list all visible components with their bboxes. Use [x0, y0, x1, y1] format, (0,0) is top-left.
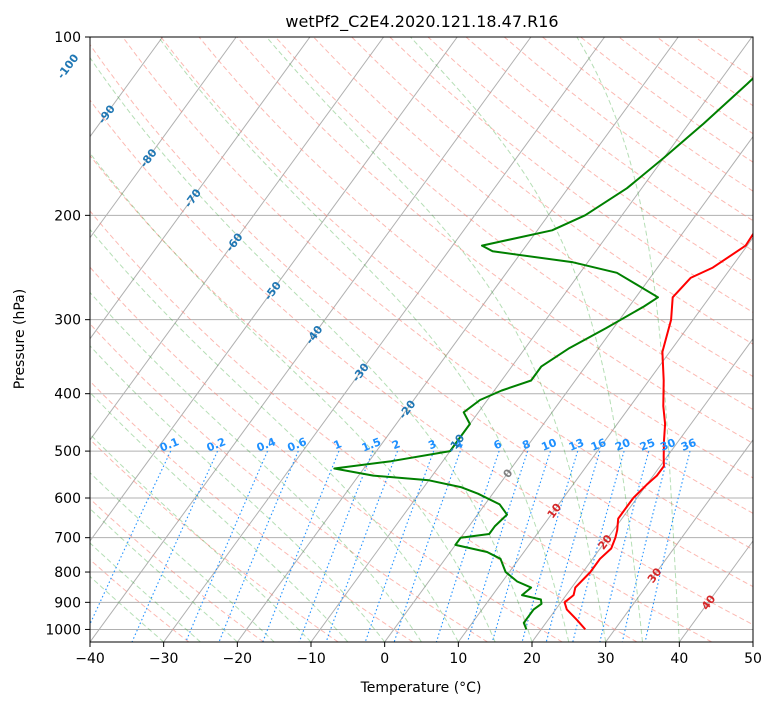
- dry-adiabat: [198, 37, 753, 479]
- y-tick-label: 1000: [45, 622, 81, 638]
- y-tick-label: 200: [54, 208, 81, 224]
- mixing-ratio-line: [325, 450, 399, 642]
- mixing-ratio-line: [298, 450, 374, 642]
- dewpoint-profile-line: [333, 76, 753, 630]
- mixing-ratio-label: 25: [638, 436, 657, 454]
- y-axis: 100 200 300 400 500 600 700 800 900 1000: [45, 30, 90, 638]
- x-axis: −40 −30 −20 −10 0 10 20 30 40 50: [75, 642, 762, 667]
- y-tick-label: 300: [54, 313, 81, 329]
- mixing-ratio-line: [572, 450, 625, 642]
- mixing-ratio-label: 16: [589, 436, 608, 454]
- mixing-ratio-label: 36: [679, 436, 698, 454]
- moist-adiabat: [576, 37, 680, 642]
- moist-adiabat: [90, 228, 459, 642]
- moist-adiabat: [90, 433, 312, 642]
- moist-adiabat: [90, 291, 422, 642]
- mixing-ratio-label: 8: [520, 437, 532, 452]
- isotherm-line: [90, 37, 458, 542]
- dry-adiabat: [90, 380, 414, 642]
- dry-adiabat: [90, 558, 190, 642]
- moist-adiabat: [90, 391, 349, 642]
- mixing-ratio-label: 10: [540, 436, 559, 454]
- moist-adiabat: [266, 37, 607, 642]
- x-tick-label: 40: [670, 651, 688, 667]
- background-lines: [90, 37, 753, 642]
- dry-adiabat: [160, 37, 753, 514]
- profile-layer: [333, 76, 753, 631]
- isotherm-line: [90, 37, 237, 239]
- y-axis-label: Pressure (hPa): [12, 289, 28, 389]
- y-tick-label: 400: [54, 387, 81, 403]
- y-tick-label: 100: [54, 30, 81, 46]
- y-tick-label: 500: [54, 444, 81, 460]
- temperature-profile-line: [563, 232, 753, 631]
- isotherm-line: [90, 37, 311, 340]
- dry-adiabat: [90, 266, 563, 642]
- isotherm-line: [163, 37, 605, 642]
- mixing-ratio-label: 2: [390, 437, 402, 452]
- dry-adiabat: [90, 210, 638, 642]
- x-tick-label: −10: [296, 651, 326, 667]
- mixing-ratio-line: [90, 450, 172, 626]
- x-tick-label: 10: [449, 651, 467, 667]
- mixing-ratio-line: [644, 450, 691, 642]
- mixing-ratio-line: [393, 450, 461, 642]
- x-axis-label: Temperature (°C): [360, 680, 482, 696]
- mixing-ratio-line: [491, 450, 551, 642]
- x-tick-label: −30: [149, 651, 179, 667]
- chart-title: wetPf2_C2E4.2020.121.18.47.R16: [285, 12, 558, 32]
- dry-adiabat: [351, 37, 753, 345]
- mixing-ratio-line: [545, 450, 601, 642]
- mixing-ratio-label: 1: [332, 437, 344, 452]
- moist-adiabat: [157, 37, 570, 642]
- y-tick-label: 700: [54, 531, 81, 547]
- x-tick-label: −40: [75, 651, 105, 667]
- mixing-ratio-line: [435, 450, 500, 642]
- mixing-ratio-line: [262, 450, 340, 642]
- mixing-ratio-line: [364, 450, 435, 642]
- mixing-ratio-line: [521, 450, 579, 642]
- isotherm-line: [605, 438, 753, 642]
- mixing-ratio-line: [621, 450, 670, 642]
- dry-adiabat: [90, 99, 753, 626]
- isotherm-line: [457, 236, 753, 642]
- isotherm-line: [90, 37, 532, 642]
- x-tick-label: 30: [597, 651, 615, 667]
- y-tick-label: 900: [54, 595, 81, 611]
- mixing-ratio-label: 20: [613, 436, 632, 454]
- isotherm-line: [310, 37, 753, 642]
- x-tick-label: 20: [523, 651, 541, 667]
- dry-adiabat: [313, 37, 753, 378]
- dry-adiabat: [90, 43, 753, 588]
- x-tick-label: 50: [744, 651, 762, 667]
- x-tick-label: 0: [380, 651, 389, 667]
- y-tick-label: 800: [54, 565, 81, 581]
- isotherm-line: [90, 37, 384, 441]
- mixing-ratio-label: 30: [658, 436, 677, 454]
- mixing-ratio-label: 13: [567, 436, 586, 454]
- plot-frame: [89, 36, 754, 643]
- y-tick-label: 600: [54, 491, 81, 507]
- isotherm-line: [236, 37, 679, 642]
- mixing-ratio-label: 3: [426, 437, 438, 452]
- x-tick-label: −20: [223, 651, 253, 667]
- moist-adiabat: [90, 152, 496, 642]
- mixing-ratio-line: [218, 450, 299, 642]
- dry-adiabat: [90, 154, 712, 642]
- isotherm-line: [531, 337, 753, 642]
- moist-adiabat: [410, 37, 643, 642]
